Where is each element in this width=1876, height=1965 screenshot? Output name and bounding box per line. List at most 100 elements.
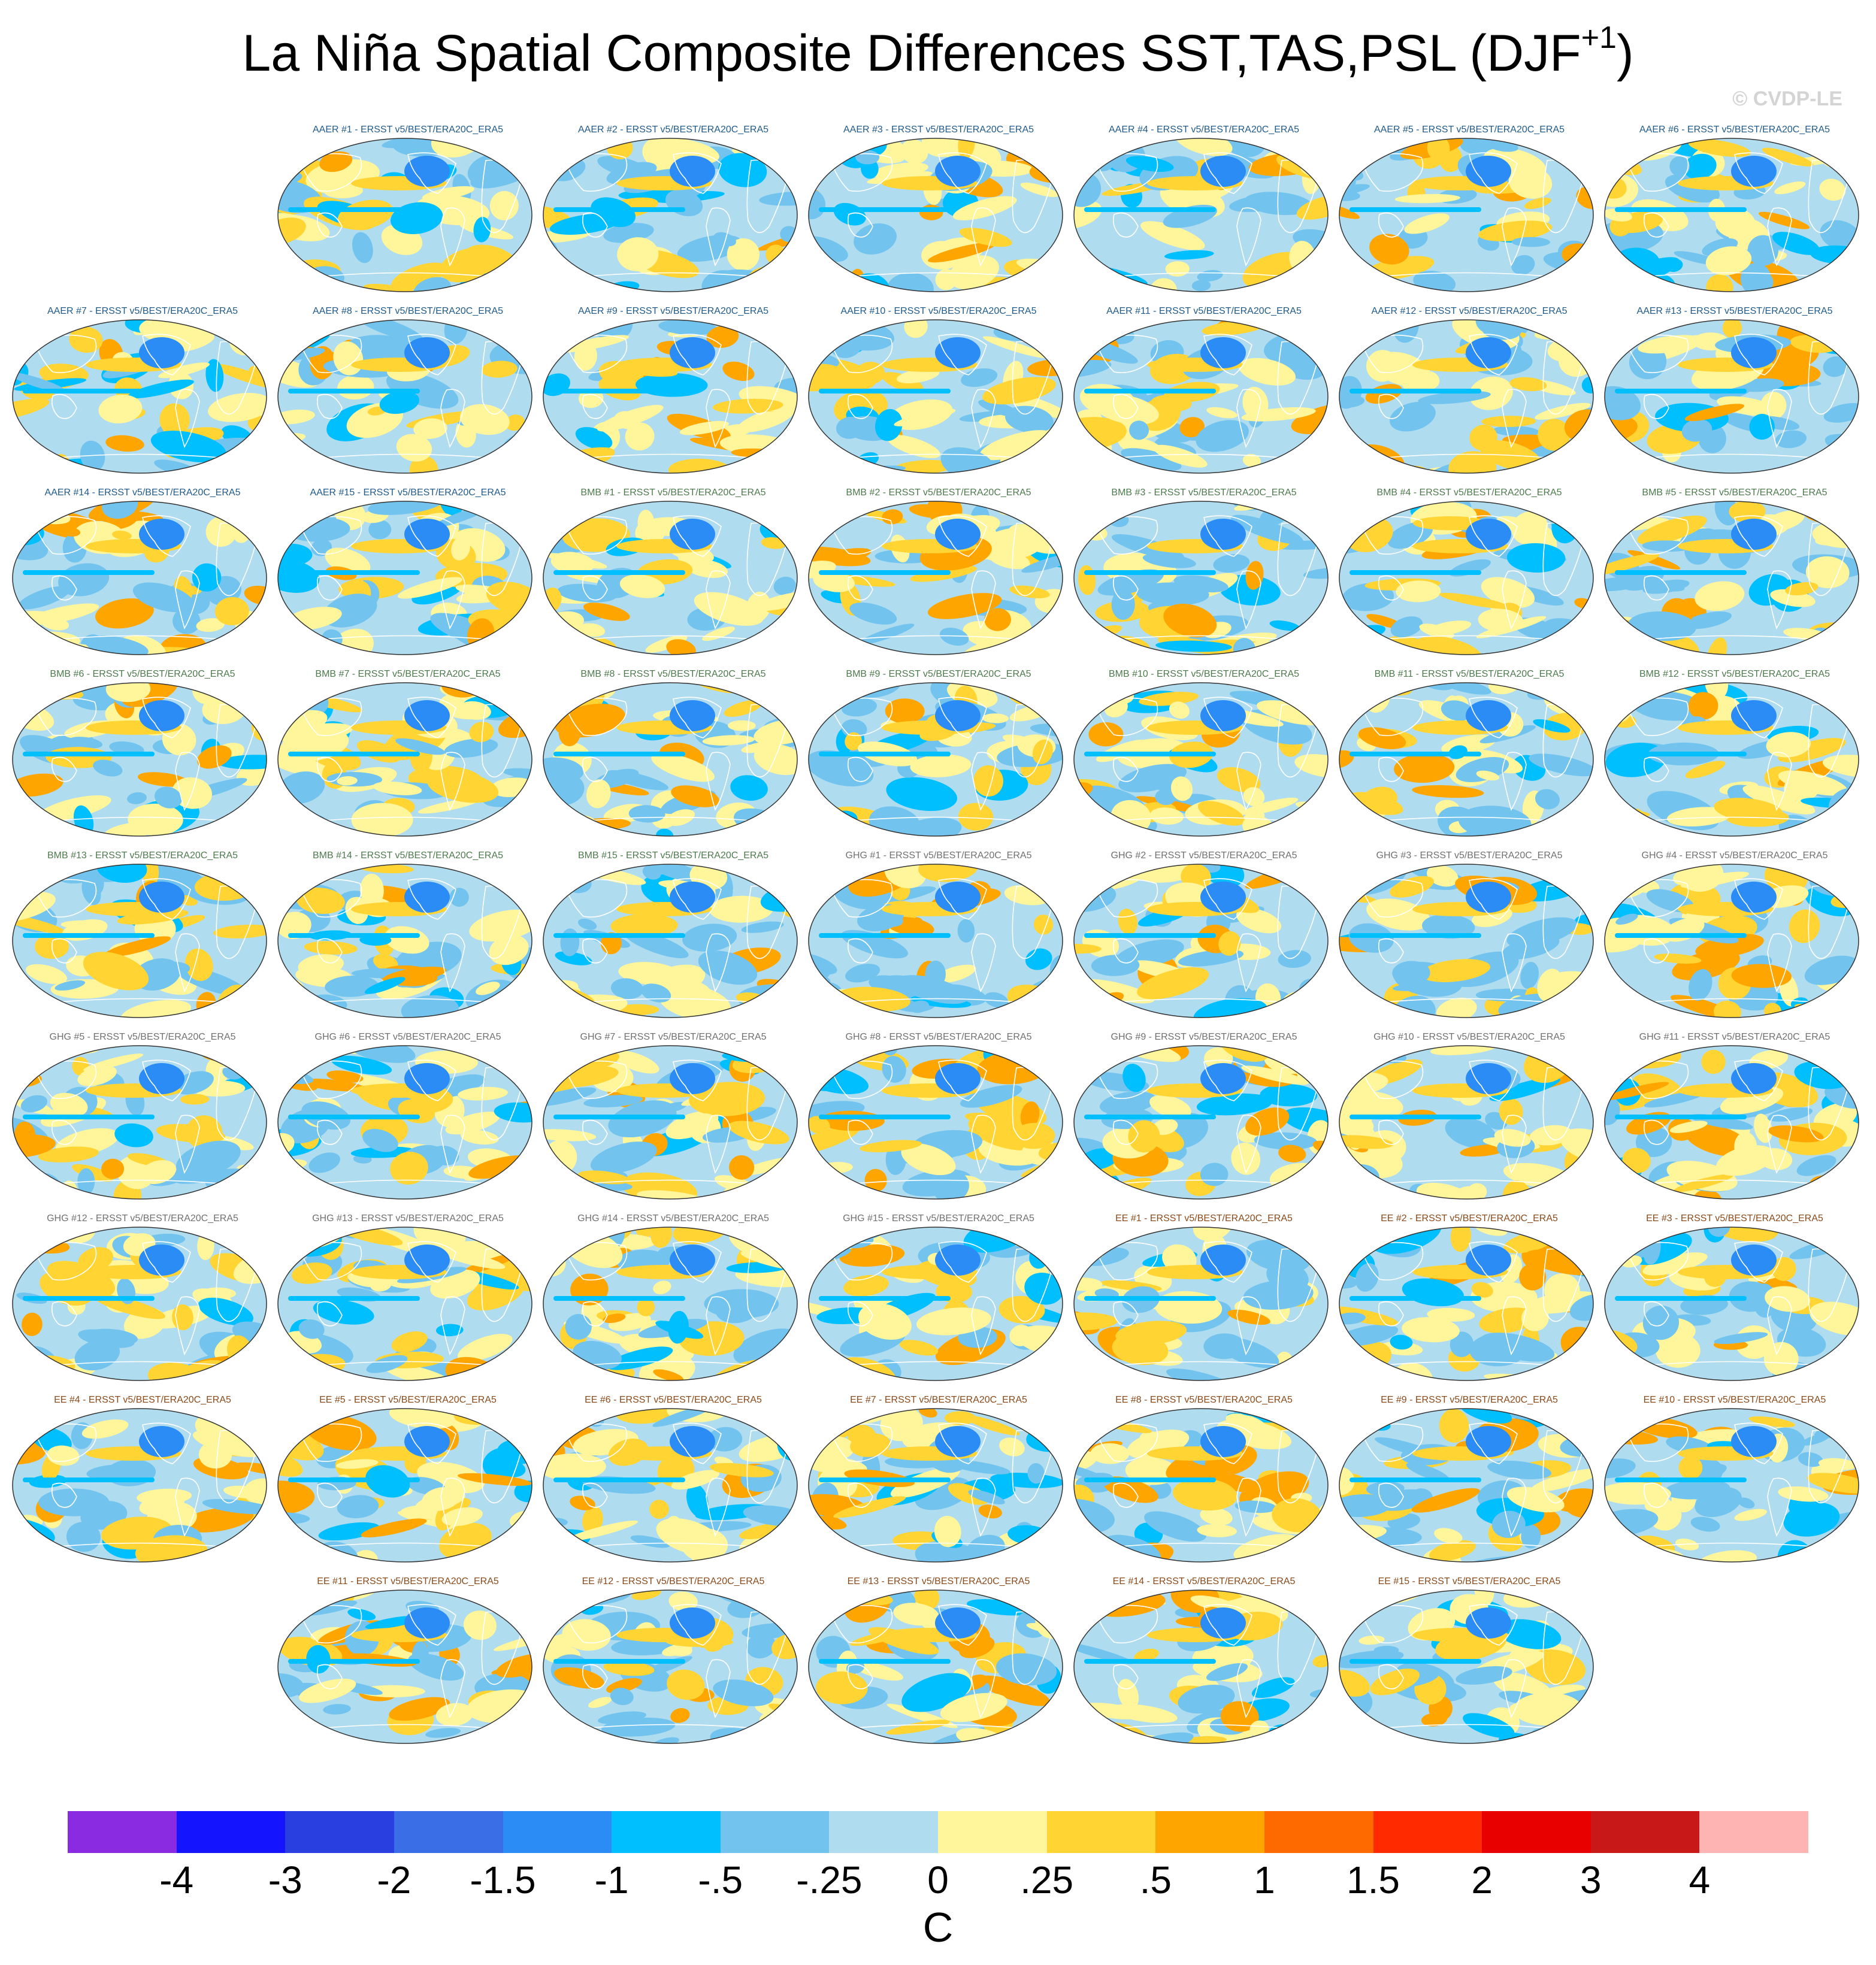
map-panel: EE #14 - ERSST v5/BEST/ERA20C_ERA5 xyxy=(1072,1576,1336,1756)
global-map xyxy=(1604,682,1859,837)
map-panel: EE #3 - ERSST v5/BEST/ERA20C_ERA5 xyxy=(1603,1213,1866,1393)
panel-label: BMB #11 - ERSST v5/BEST/ERA20C_ERA5 xyxy=(1374,669,1565,679)
global-map xyxy=(543,864,798,1018)
map-panel: GHG #6 - ERSST v5/BEST/ERA20C_ERA5 xyxy=(276,1032,540,1212)
colorbar-box xyxy=(829,1811,938,1853)
panel-label: BMB #10 - ERSST v5/BEST/ERA20C_ERA5 xyxy=(1108,669,1300,679)
map-panel: BMB #2 - ERSST v5/BEST/ERA20C_ERA5 xyxy=(807,488,1070,667)
colorbar-box xyxy=(1699,1811,1808,1853)
global-map xyxy=(543,138,798,292)
map-panel: BMB #9 - ERSST v5/BEST/ERA20C_ERA5 xyxy=(807,669,1070,849)
map-panel: GHG #2 - ERSST v5/BEST/ERA20C_ERA5 xyxy=(1072,850,1336,1030)
panel-label: GHG #11 - ERSST v5/BEST/ERA20C_ERA5 xyxy=(1639,1032,1830,1042)
panel-label: GHG #4 - ERSST v5/BEST/ERA20C_ERA5 xyxy=(1641,850,1828,861)
colorbar-units: C xyxy=(922,1904,954,1951)
global-map xyxy=(543,1589,798,1744)
map-panel: GHG #3 - ERSST v5/BEST/ERA20C_ERA5 xyxy=(1338,850,1601,1030)
map-panel-grid: AAER #1 - ERSST v5/BEST/ERA20C_ERA5 AAER … xyxy=(11,125,1866,1756)
panel-label: EE #7 - ERSST v5/BEST/ERA20C_ERA5 xyxy=(850,1395,1027,1405)
map-panel: AAER #11 - ERSST v5/BEST/ERA20C_ERA5 xyxy=(1072,306,1336,486)
map-panel: AAER #8 - ERSST v5/BEST/ERA20C_ERA5 xyxy=(276,306,540,486)
map-panel: EE #4 - ERSST v5/BEST/ERA20C_ERA5 xyxy=(11,1395,274,1575)
panel-label: GHG #3 - ERSST v5/BEST/ERA20C_ERA5 xyxy=(1376,850,1563,861)
global-map xyxy=(1339,864,1594,1018)
map-panel: EE #5 - ERSST v5/BEST/ERA20C_ERA5 xyxy=(276,1395,540,1575)
global-map xyxy=(1604,138,1859,292)
panel-label: AAER #3 - ERSST v5/BEST/ERA20C_ERA5 xyxy=(843,125,1034,135)
map-panel: GHG #7 - ERSST v5/BEST/ERA20C_ERA5 xyxy=(541,1032,805,1212)
map-panel: EE #12 - ERSST v5/BEST/ERA20C_ERA5 xyxy=(541,1576,805,1756)
panel-label: EE #4 - ERSST v5/BEST/ERA20C_ERA5 xyxy=(54,1395,231,1405)
map-panel: AAER #2 - ERSST v5/BEST/ERA20C_ERA5 xyxy=(541,125,805,304)
panel-label: BMB #13 - ERSST v5/BEST/ERA20C_ERA5 xyxy=(47,850,238,861)
map-panel: GHG #12 - ERSST v5/BEST/ERA20C_ERA5 xyxy=(11,1213,274,1393)
map-panel: GHG #14 - ERSST v5/BEST/ERA20C_ERA5 xyxy=(541,1213,805,1393)
global-map xyxy=(277,501,532,655)
colorbar-tick-label: -3 xyxy=(268,1858,302,1902)
global-map xyxy=(543,1045,798,1200)
map-panel: EE #10 - ERSST v5/BEST/ERA20C_ERA5 xyxy=(1603,1395,1866,1575)
global-map xyxy=(12,1227,267,1381)
panel-label: BMB #6 - ERSST v5/BEST/ERA20C_ERA5 xyxy=(50,669,235,679)
map-panel: AAER #3 - ERSST v5/BEST/ERA20C_ERA5 xyxy=(807,125,1070,304)
panel-label: BMB #14 - ERSST v5/BEST/ERA20C_ERA5 xyxy=(312,850,504,861)
map-panel: BMB #15 - ERSST v5/BEST/ERA20C_ERA5 xyxy=(541,850,805,1030)
map-panel: GHG #4 - ERSST v5/BEST/ERA20C_ERA5 xyxy=(1603,850,1866,1030)
map-panel: BMB #5 - ERSST v5/BEST/ERA20C_ERA5 xyxy=(1603,488,1866,667)
global-map xyxy=(1339,1045,1594,1200)
global-map xyxy=(808,864,1063,1018)
map-panel: AAER #1 - ERSST v5/BEST/ERA20C_ERA5 xyxy=(276,125,540,304)
colorbar-box xyxy=(503,1811,612,1853)
map-panel: AAER #14 - ERSST v5/BEST/ERA20C_ERA5 xyxy=(11,488,274,667)
map-panel: BMB #10 - ERSST v5/BEST/ERA20C_ERA5 xyxy=(1072,669,1336,849)
colorbar-tick-label: 4 xyxy=(1689,1858,1711,1902)
global-map xyxy=(1604,501,1859,655)
panel-label: EE #2 - ERSST v5/BEST/ERA20C_ERA5 xyxy=(1381,1213,1558,1224)
panel-label: AAER #10 - ERSST v5/BEST/ERA20C_ERA5 xyxy=(840,306,1037,316)
map-panel: GHG #13 - ERSST v5/BEST/ERA20C_ERA5 xyxy=(276,1213,540,1393)
global-map xyxy=(1073,864,1329,1018)
figure-title-close: ) xyxy=(1616,25,1634,82)
panel-label: BMB #12 - ERSST v5/BEST/ERA20C_ERA5 xyxy=(1639,669,1830,679)
panel-label: GHG #6 - ERSST v5/BEST/ERA20C_ERA5 xyxy=(314,1032,501,1042)
global-map xyxy=(277,1408,532,1563)
global-map xyxy=(12,319,267,474)
global-map xyxy=(808,1045,1063,1200)
colorbar-boxes xyxy=(68,1811,1808,1853)
colorbar-box xyxy=(394,1811,503,1853)
global-map xyxy=(808,501,1063,655)
colorbar-tick-label: -.25 xyxy=(796,1858,863,1902)
colorbar-tick-label: 2 xyxy=(1471,1858,1493,1902)
colorbar-box xyxy=(1590,1811,1700,1853)
global-map xyxy=(1604,319,1859,474)
map-panel: BMB #7 - ERSST v5/BEST/ERA20C_ERA5 xyxy=(276,669,540,849)
watermark: © CVDP-LE xyxy=(1732,87,1842,110)
map-panel: GHG #9 - ERSST v5/BEST/ERA20C_ERA5 xyxy=(1072,1032,1336,1212)
map-panel: BMB #1 - ERSST v5/BEST/ERA20C_ERA5 xyxy=(541,488,805,667)
panel-label: BMB #1 - ERSST v5/BEST/ERA20C_ERA5 xyxy=(580,488,766,498)
panel-label: BMB #8 - ERSST v5/BEST/ERA20C_ERA5 xyxy=(580,669,766,679)
map-panel: BMB #4 - ERSST v5/BEST/ERA20C_ERA5 xyxy=(1338,488,1601,667)
global-map xyxy=(543,319,798,474)
colorbar-tick-label: -4 xyxy=(159,1858,194,1902)
panel-label: AAER #11 - ERSST v5/BEST/ERA20C_ERA5 xyxy=(1106,306,1302,316)
global-map xyxy=(543,501,798,655)
colorbar-box xyxy=(1482,1811,1591,1853)
panel-label: GHG #13 - ERSST v5/BEST/ERA20C_ERA5 xyxy=(312,1213,504,1224)
panel-label: BMB #5 - ERSST v5/BEST/ERA20C_ERA5 xyxy=(1642,488,1827,498)
panel-label: BMB #2 - ERSST v5/BEST/ERA20C_ERA5 xyxy=(846,488,1031,498)
map-panel: BMB #3 - ERSST v5/BEST/ERA20C_ERA5 xyxy=(1072,488,1336,667)
panel-label: AAER #6 - ERSST v5/BEST/ERA20C_ERA5 xyxy=(1639,125,1830,135)
map-panel: BMB #11 - ERSST v5/BEST/ERA20C_ERA5 xyxy=(1338,669,1601,849)
map-panel: GHG #11 - ERSST v5/BEST/ERA20C_ERA5 xyxy=(1603,1032,1866,1212)
panel-label: AAER #15 - ERSST v5/BEST/ERA20C_ERA5 xyxy=(310,488,506,498)
global-map xyxy=(543,1408,798,1563)
map-panel: AAER #12 - ERSST v5/BEST/ERA20C_ERA5 xyxy=(1338,306,1601,486)
panel-label: EE #1 - ERSST v5/BEST/ERA20C_ERA5 xyxy=(1115,1213,1293,1224)
map-panel: AAER #10 - ERSST v5/BEST/ERA20C_ERA5 xyxy=(807,306,1070,486)
map-panel: EE #9 - ERSST v5/BEST/ERA20C_ERA5 xyxy=(1338,1395,1601,1575)
global-map xyxy=(12,1045,267,1200)
panel-label: GHG #1 - ERSST v5/BEST/ERA20C_ERA5 xyxy=(845,850,1032,861)
panel-label: GHG #12 - ERSST v5/BEST/ERA20C_ERA5 xyxy=(47,1213,238,1224)
map-panel: AAER #15 - ERSST v5/BEST/ERA20C_ERA5 xyxy=(276,488,540,667)
